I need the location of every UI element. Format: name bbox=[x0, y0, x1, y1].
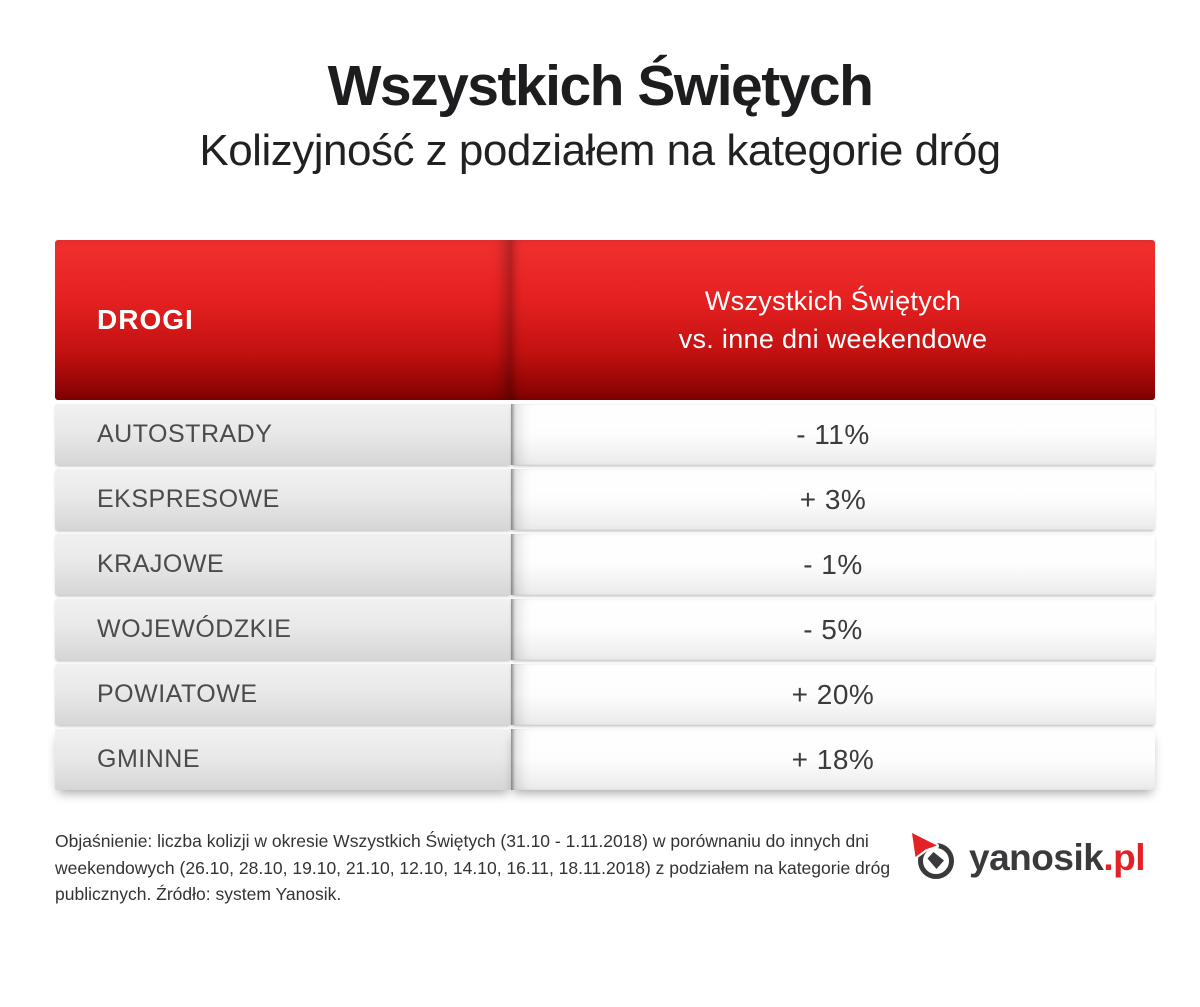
table-row: WOJEWÓDZKIE - 5% bbox=[55, 599, 1155, 660]
explanation-line: Objaśnienie: liczba kolizji w okresie Ws… bbox=[55, 831, 869, 851]
explanation-line: publicznych. Źródło: system Yanosik. bbox=[55, 884, 342, 904]
road-category-label: EKSPRESOWE bbox=[97, 485, 280, 513]
road-category-cell: KRAJOWE bbox=[55, 534, 511, 595]
road-category-cell: EKSPRESOWE bbox=[55, 469, 511, 530]
infographic-page: Wszystkich Świętych Kolizyjność z podzia… bbox=[0, 54, 1200, 908]
road-value-cell: - 11% bbox=[511, 404, 1155, 465]
table-row: EKSPRESOWE + 3% bbox=[55, 469, 1155, 530]
table-row: GMINNE + 18% bbox=[55, 729, 1155, 790]
road-value-cell: - 5% bbox=[511, 599, 1155, 660]
table-row: KRAJOWE - 1% bbox=[55, 534, 1155, 595]
road-category-label: WOJEWÓDZKIE bbox=[97, 615, 292, 643]
road-value-cell: + 20% bbox=[511, 664, 1155, 725]
logo-tld: .pl bbox=[1103, 837, 1145, 878]
column-header-comparison-line1: Wszystkich Świętych bbox=[704, 286, 962, 316]
road-value: - 5% bbox=[803, 613, 863, 645]
collision-table: DROGI Wszystkich Świętych vs. inne dni w… bbox=[55, 240, 1155, 790]
road-category-label: GMINNE bbox=[97, 745, 200, 773]
road-category-cell: WOJEWÓDZKIE bbox=[55, 599, 511, 660]
column-header-roads: DROGI bbox=[97, 304, 194, 335]
road-value: + 3% bbox=[799, 483, 867, 515]
yanosik-logo: yanosik.pl bbox=[908, 830, 1145, 886]
column-header-comparison-line2: vs. inne dni weekendowe bbox=[678, 324, 988, 354]
road-category-cell: GMINNE bbox=[55, 729, 511, 790]
logo-name: yanosik bbox=[969, 837, 1104, 878]
table-row: POWIATOWE + 20% bbox=[55, 664, 1155, 725]
table-header-roads-cell: DROGI bbox=[55, 240, 511, 400]
page-subtitle: Kolizyjność z podziałem na kategorie dró… bbox=[199, 126, 1001, 175]
road-value-cell: + 3% bbox=[511, 469, 1155, 530]
road-category-label: POWIATOWE bbox=[97, 680, 258, 708]
page-footer: Objaśnienie: liczba kolizji w okresie Ws… bbox=[55, 828, 1145, 908]
road-value: - 1% bbox=[803, 548, 863, 580]
yanosik-logo-text: yanosik.pl bbox=[969, 837, 1145, 879]
page-title: Wszystkich Świętych bbox=[327, 54, 874, 118]
table-row: AUTOSTRADY - 11% bbox=[55, 404, 1155, 465]
road-category-cell: AUTOSTRADY bbox=[55, 404, 511, 465]
road-value-cell: + 18% bbox=[511, 729, 1155, 790]
yanosik-arrow-icon bbox=[910, 831, 955, 879]
road-value: + 18% bbox=[791, 743, 875, 775]
explanation-line: weekendowych (26.10, 28.10, 19.10, 21.10… bbox=[55, 857, 891, 878]
road-value: + 20% bbox=[791, 678, 875, 710]
road-value-cell: - 1% bbox=[511, 534, 1155, 595]
table-header-row: DROGI Wszystkich Świętych vs. inne dni w… bbox=[55, 240, 1155, 400]
table-header-comparison-cell: Wszystkich Świętych vs. inne dni weekend… bbox=[511, 240, 1155, 400]
road-category-label: AUTOSTRADY bbox=[97, 420, 273, 448]
explanation-note: Objaśnienie: liczba kolizji w okresie Ws… bbox=[55, 828, 890, 908]
road-value: - 11% bbox=[796, 418, 870, 450]
road-category-label: KRAJOWE bbox=[97, 550, 225, 578]
road-category-cell: POWIATOWE bbox=[55, 664, 511, 725]
